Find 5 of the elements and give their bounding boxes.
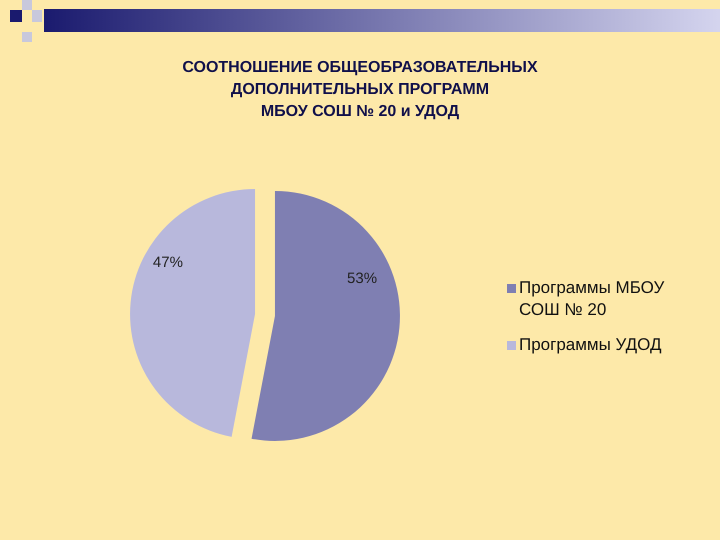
legend-label: Программы УДОД <box>519 335 662 354</box>
legend-label: Программы МБОУ СОШ № 20 <box>519 278 665 319</box>
chart-title: СООТНОШЕНИЕ ОБЩЕОБРАЗОВАТЕЛЬНЫХ ДОПОЛНИТЕЛЬНЫХ ПРОГРАММ МБОУ СОШ № 20 и УДОД <box>182 59 538 120</box>
data-label: 53% <box>347 270 378 288</box>
data-label: 47% <box>152 254 183 271</box>
